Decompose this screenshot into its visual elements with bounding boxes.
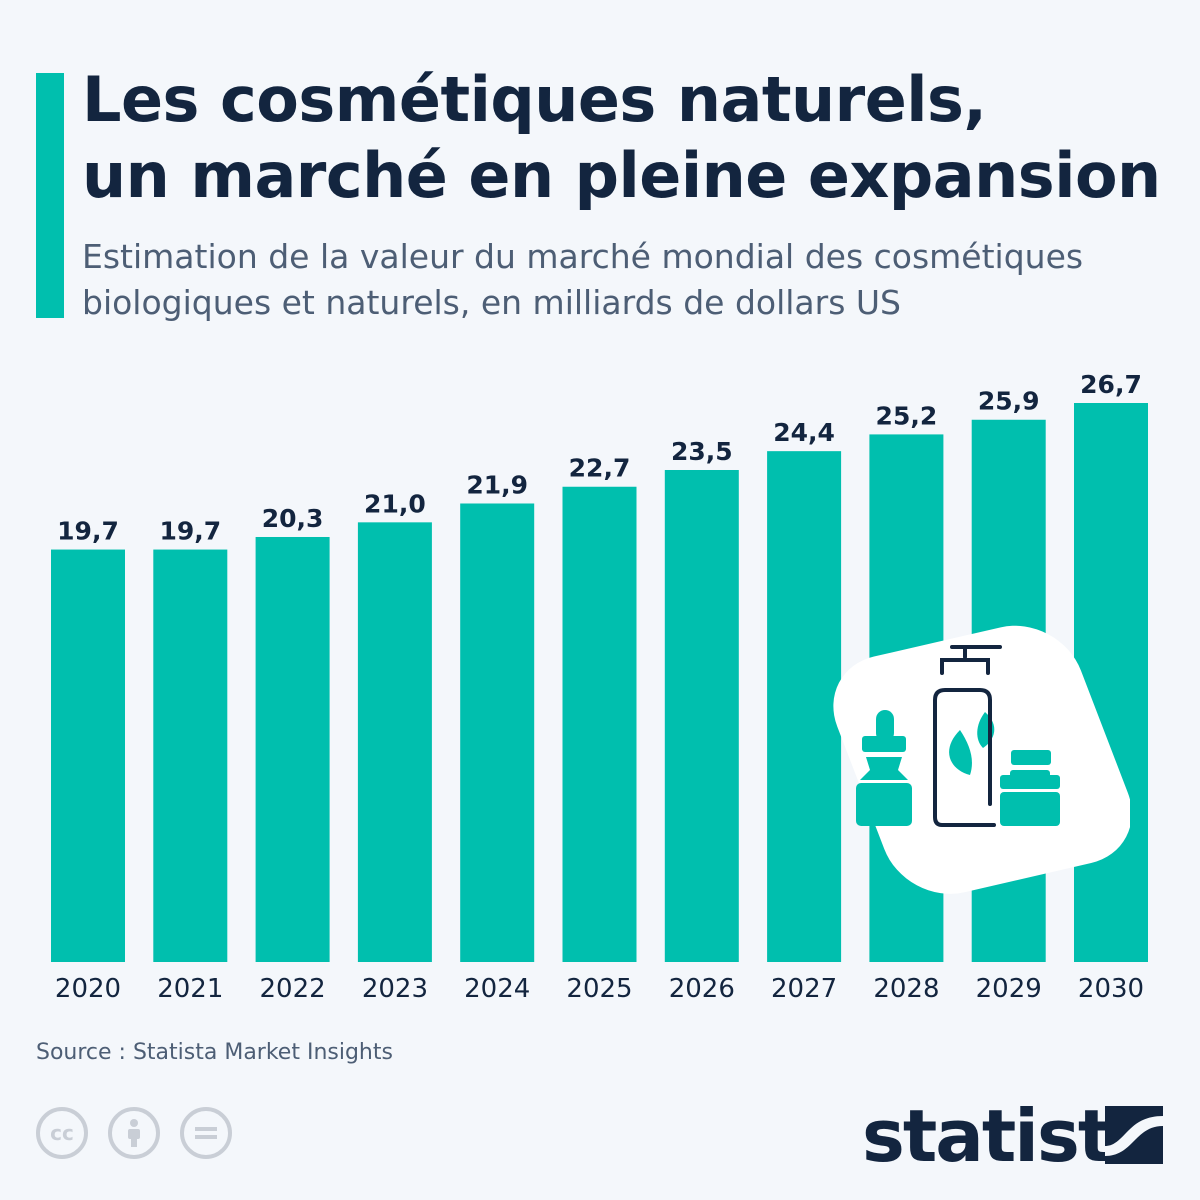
bar-2025 [562,486,637,962]
data-label: 23,5 [671,437,733,466]
bar-2030 [1074,403,1148,962]
x-tick-label: 2021 [157,974,223,1004]
data-label: 21,9 [466,470,528,499]
source-note: Source : Statista Market Insights [36,1040,393,1065]
data-label: 24,4 [773,418,835,447]
attribution-icon[interactable] [108,1107,160,1159]
bar-2020 [51,549,125,962]
x-tick-label: 2024 [464,974,530,1004]
x-tick-label: 2030 [1078,974,1144,1004]
chart-subtitle: Estimation de la valeur du marché mondia… [82,237,1084,322]
cosmetic-bottles-leaf-icon [790,600,1132,934]
cc-icon[interactable]: cc [36,1107,88,1159]
x-tick-label: 2029 [976,974,1042,1004]
data-label: 20,3 [262,504,324,533]
x-tick-label: 2023 [362,974,428,1004]
x-tick-label: 2027 [771,974,837,1004]
x-tick-label: 2025 [566,974,632,1004]
x-tick-label: 2026 [669,974,735,1004]
data-label: 22,7 [569,454,631,483]
statista-logo-mark-icon [1105,1106,1163,1164]
x-tick-label: 2022 [260,974,326,1004]
x-tick-label: 2020 [55,974,121,1004]
bar-2027 [767,451,842,962]
page-title: Les cosmétiques naturels, un marché en pl… [82,63,1161,212]
data-label: 19,7 [57,517,119,546]
data-label: 26,7 [1080,370,1142,399]
bar-2021 [153,549,228,962]
x-tick-label: 2028 [873,974,939,1004]
bar-2022 [255,536,330,962]
bar-2026 [664,469,739,962]
title-accent-bar [36,73,64,318]
bar-2023 [357,522,432,962]
data-label: 25,9 [978,387,1040,416]
data-label: 21,0 [364,489,426,518]
data-label: 25,2 [876,401,938,430]
data-label: 19,7 [159,517,221,546]
bar-2024 [460,503,535,962]
no-derivatives-icon[interactable] [180,1107,232,1159]
